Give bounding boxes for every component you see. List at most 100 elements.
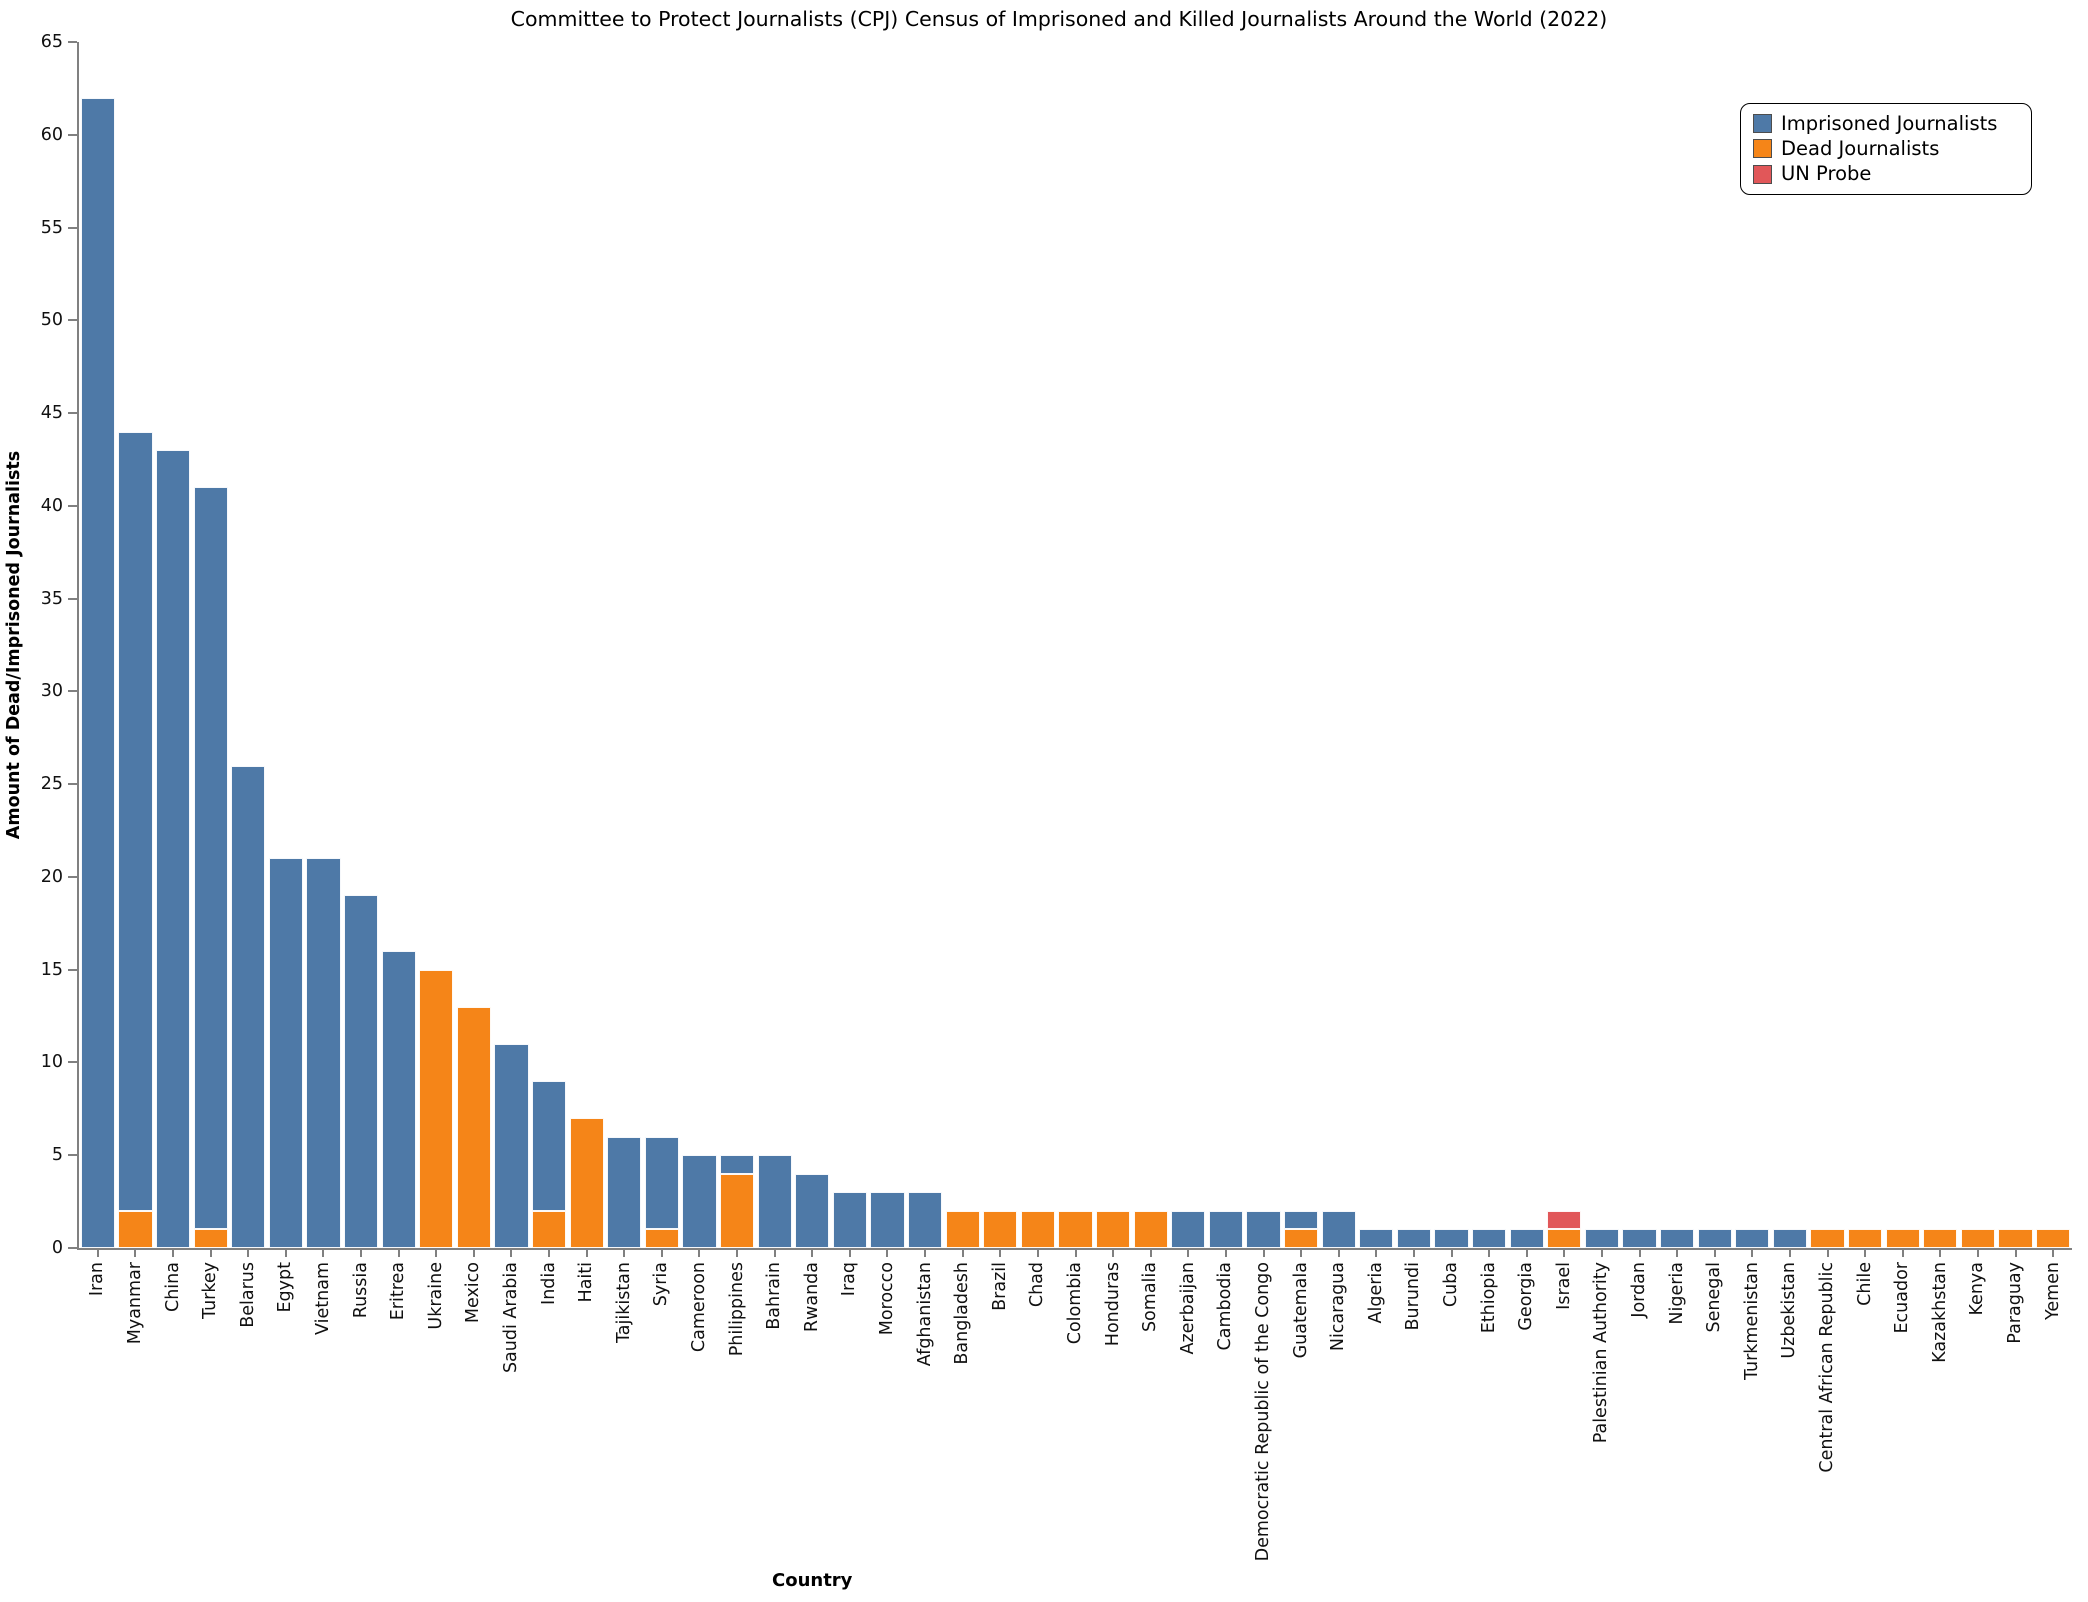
y-tick-mark <box>68 1247 77 1249</box>
y-tick-label: 55 <box>40 217 63 238</box>
x-tick-mark <box>1074 1248 1077 1257</box>
y-tick-mark <box>68 1061 77 1064</box>
x-tick-label: Belarus <box>237 1262 258 1328</box>
bar-segment-imprisoned <box>1284 1210 1319 1230</box>
x-tick-label: Russia <box>350 1262 371 1319</box>
plot-area: 0 5 10 15 20 25 30 35 40 45 50 55 60 65 Iran Myanmar Chi… <box>41 32 2072 1561</box>
bar <box>155 450 191 1248</box>
bar <box>1584 1229 1620 1248</box>
chart-title: Committee to Protect Journalists (CPJ) C… <box>510 7 1608 31</box>
bar-segment-imprisoned <box>682 1155 717 1248</box>
bar-segment-dead <box>1923 1229 1958 1248</box>
y-tick-mark <box>68 690 77 693</box>
x-tick-mark <box>96 1248 99 1257</box>
x-tick-mark <box>1563 1248 1566 1257</box>
y-tick-label: 15 <box>40 959 63 980</box>
bar <box>1810 1229 1845 1248</box>
bar-segment-imprisoned <box>1396 1229 1432 1248</box>
bar-segment-dead <box>1885 1229 1920 1248</box>
bar-segment-imprisoned <box>118 431 153 1211</box>
bar-segment-imprisoned <box>1434 1229 1469 1248</box>
y-tick-label: 5 <box>51 1145 63 1166</box>
x-tick-mark <box>811 1248 814 1257</box>
x-tick-mark <box>848 1248 851 1257</box>
x-tick-mark <box>1713 1248 1716 1257</box>
x-tick-mark <box>360 1248 363 1257</box>
x-tick-mark <box>397 1248 400 1257</box>
x-tick-mark <box>1901 1248 1904 1257</box>
bar <box>1622 1229 1657 1248</box>
x-tick-mark <box>660 1248 663 1257</box>
legend-label: Imprisoned Journalists <box>1781 111 1998 135</box>
bar <box>983 1210 1018 1248</box>
bar <box>456 1006 491 1248</box>
bar-segment-probe <box>1547 1210 1582 1230</box>
bar-segment-imprisoned <box>494 1043 529 1248</box>
bar-segment-dead <box>1133 1210 1168 1248</box>
x-tick-mark <box>1112 1248 1115 1257</box>
x-tick-mark <box>172 1248 174 1257</box>
bar <box>1960 1229 1996 1248</box>
x-tick-mark <box>1412 1248 1415 1257</box>
x-tick-label: Uzbekistan <box>1779 1262 1800 1359</box>
bar <box>381 951 416 1248</box>
x-tick-label: Paraguay <box>2005 1262 2026 1344</box>
y-tick-label: 65 <box>40 32 63 52</box>
x-tick-label: Brazil <box>989 1262 1010 1311</box>
legend-item-imprisoned: Imprisoned Journalists <box>1753 112 2019 136</box>
x-tick-label: China <box>162 1262 183 1312</box>
y-tick-mark <box>68 1154 77 1157</box>
bar-segment-dead <box>569 1118 604 1248</box>
x-tick-label: Turkmenistan <box>1741 1262 1762 1381</box>
x-tick-label: Honduras <box>1102 1262 1123 1347</box>
bar <box>1096 1210 1131 1248</box>
bar <box>1998 1229 2033 1248</box>
x-tick-label: Haiti <box>576 1262 597 1303</box>
x-tick-mark <box>1751 1248 1754 1257</box>
x-tick-mark <box>999 1248 1002 1257</box>
x-tick-mark <box>1788 1248 1791 1257</box>
y-tick-mark <box>68 783 77 786</box>
x-tick-label: Vietnam <box>312 1262 333 1335</box>
bar <box>1434 1229 1469 1248</box>
x-tick-label: Mexico <box>463 1262 484 1324</box>
x-tick-label: Senegal <box>1704 1262 1725 1333</box>
x-tick-label: Syria <box>651 1262 672 1307</box>
bar <box>1020 1210 1055 1248</box>
x-tick-mark <box>510 1248 513 1257</box>
bar-segment-imprisoned <box>1246 1210 1281 1248</box>
bar-segment-dead <box>1020 1210 1055 1248</box>
bar-segment-dead <box>1284 1229 1319 1248</box>
x-tick-label: Rwanda <box>801 1262 822 1333</box>
x-tick-mark <box>1676 1248 1679 1257</box>
x-tick-label: Azerbaijan <box>1177 1262 1198 1355</box>
bar-segment-imprisoned <box>193 487 228 1230</box>
bar <box>945 1210 980 1248</box>
bar <box>2036 1229 2071 1248</box>
x-tick-label: Iran <box>87 1262 108 1297</box>
x-tick-mark <box>736 1248 739 1257</box>
x-tick-mark <box>1224 1248 1227 1257</box>
y-tick-mark <box>68 968 77 971</box>
bar <box>644 1136 679 1248</box>
x-tick-label: Nigeria <box>1666 1262 1687 1325</box>
bar <box>80 97 115 1248</box>
x-tick-mark <box>1300 1248 1303 1257</box>
x-tick-label: Philippines <box>726 1262 747 1357</box>
legend-label: Dead Journalists <box>1781 136 1940 160</box>
y-tick-label: 20 <box>40 866 63 887</box>
y-tick-label: 45 <box>40 403 63 424</box>
legend-label: UN Probe <box>1781 162 1872 186</box>
legend: Imprisoned Journalists Dead Journalists UN… <box>1740 103 2032 195</box>
x-tick-mark <box>623 1248 626 1257</box>
bar <box>306 858 341 1248</box>
bar-segment-imprisoned <box>306 858 341 1248</box>
x-tick-label: Somalia <box>1140 1262 1161 1333</box>
bar <box>1848 1229 1883 1248</box>
bar <box>343 895 379 1248</box>
x-tick-mark <box>924 1248 927 1257</box>
x-tick-label: Ukraine <box>425 1262 446 1330</box>
x-tick-label: Morocco <box>876 1262 897 1336</box>
bar <box>268 858 303 1248</box>
